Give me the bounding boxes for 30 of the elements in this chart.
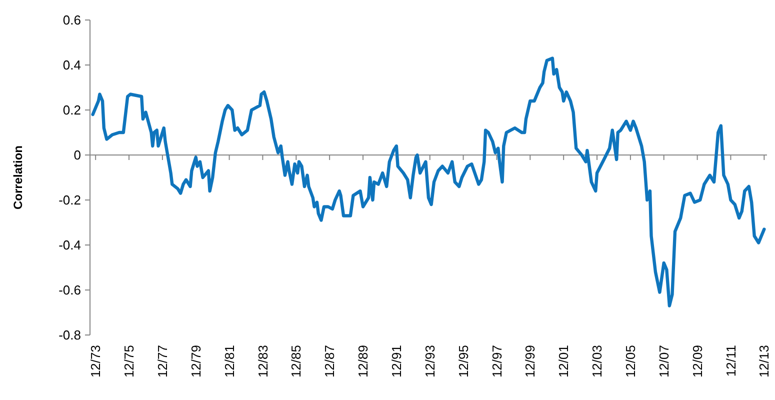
x-tick-label: 12/07 (656, 345, 672, 378)
y-axis-title: Correlation (11, 145, 25, 210)
x-tick-label: 12/77 (154, 345, 170, 378)
x-tick-label: 12/99 (522, 345, 538, 378)
x-tick-label: 12/11 (723, 345, 738, 377)
x-tick-label: 12/85 (288, 345, 304, 378)
x-tick-label: 12/83 (255, 345, 270, 378)
y-tick-label: 0.2 (62, 102, 81, 118)
y-tick-label: -0.4 (58, 238, 81, 253)
x-tick-label: 12/73 (88, 345, 104, 378)
y-tick-label: 0 (74, 148, 81, 163)
x-tick-label: 12/09 (690, 345, 705, 378)
x-tick-label: 12/01 (556, 345, 572, 378)
y-tick-label: -0.2 (58, 192, 81, 208)
x-tick-label: 12/89 (356, 345, 371, 378)
y-tick-label: -0.8 (58, 328, 81, 343)
x-tick-label: 12/03 (590, 345, 605, 378)
x-tick-label: 12/87 (322, 345, 338, 378)
x-tick-label: 12/13 (756, 345, 772, 378)
y-tick-label: 0.4 (62, 58, 81, 73)
x-tick-label: 12/79 (188, 345, 204, 378)
y-tick-label: -0.6 (58, 282, 81, 298)
x-tick-label: 12/95 (456, 345, 471, 378)
x-tick-label: 12/75 (122, 345, 137, 378)
x-tick-label: 12/93 (422, 345, 438, 378)
y-tick-label: 0.6 (62, 12, 81, 28)
x-tick-label: 12/91 (388, 345, 404, 378)
x-tick-label: 12/97 (489, 345, 504, 378)
x-tick-label: 12/05 (622, 345, 638, 378)
x-tick-label: 12/81 (222, 345, 237, 378)
